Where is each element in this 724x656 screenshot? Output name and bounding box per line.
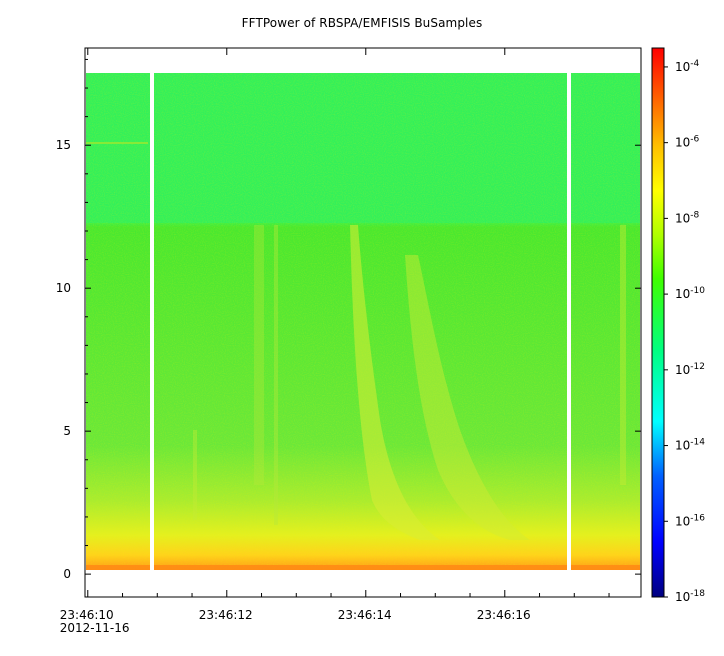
colorbar-tick-label: 10-6 xyxy=(675,135,700,150)
data-gap xyxy=(150,73,154,570)
y-tick-label: 15 xyxy=(56,138,71,152)
colorbar-tick-label: 10-12 xyxy=(675,362,705,377)
x-tick-label: 23:46:16 xyxy=(477,608,531,622)
colorbar-ticks: 10-4 10-6 10-8 10-10 10-12 10-14 10-16 10-18 xyxy=(664,59,705,604)
y-tick-label: 0 xyxy=(63,567,71,581)
y-axis: 0 5 10 15 xyxy=(56,58,641,581)
spectrogram-image xyxy=(86,73,640,570)
colorbar xyxy=(651,47,665,598)
chart-title: FFTPower of RBSPA/EMFISIS BuSamples xyxy=(241,16,483,30)
colorbar-tick-label: 10-8 xyxy=(675,210,700,225)
colorbar-tick-label: 10-14 xyxy=(675,438,705,453)
x-tick-label: 23:46:14 xyxy=(338,608,392,622)
colorbar-tick-label: 10-16 xyxy=(675,513,705,528)
y-tick-label: 5 xyxy=(63,424,71,438)
data-gap xyxy=(567,73,571,570)
x-tick-sublabel: 2012-11-16 xyxy=(60,621,130,635)
colorbar-tick-label: 10-18 xyxy=(675,589,705,604)
colorbar-tick-label: 10-4 xyxy=(675,59,700,74)
x-tick-label: 23:46:10 xyxy=(60,608,114,622)
y-tick-label: 10 xyxy=(56,281,71,295)
x-tick-label: 23:46:12 xyxy=(199,608,253,622)
colorbar-tick-label: 10-10 xyxy=(675,286,705,301)
